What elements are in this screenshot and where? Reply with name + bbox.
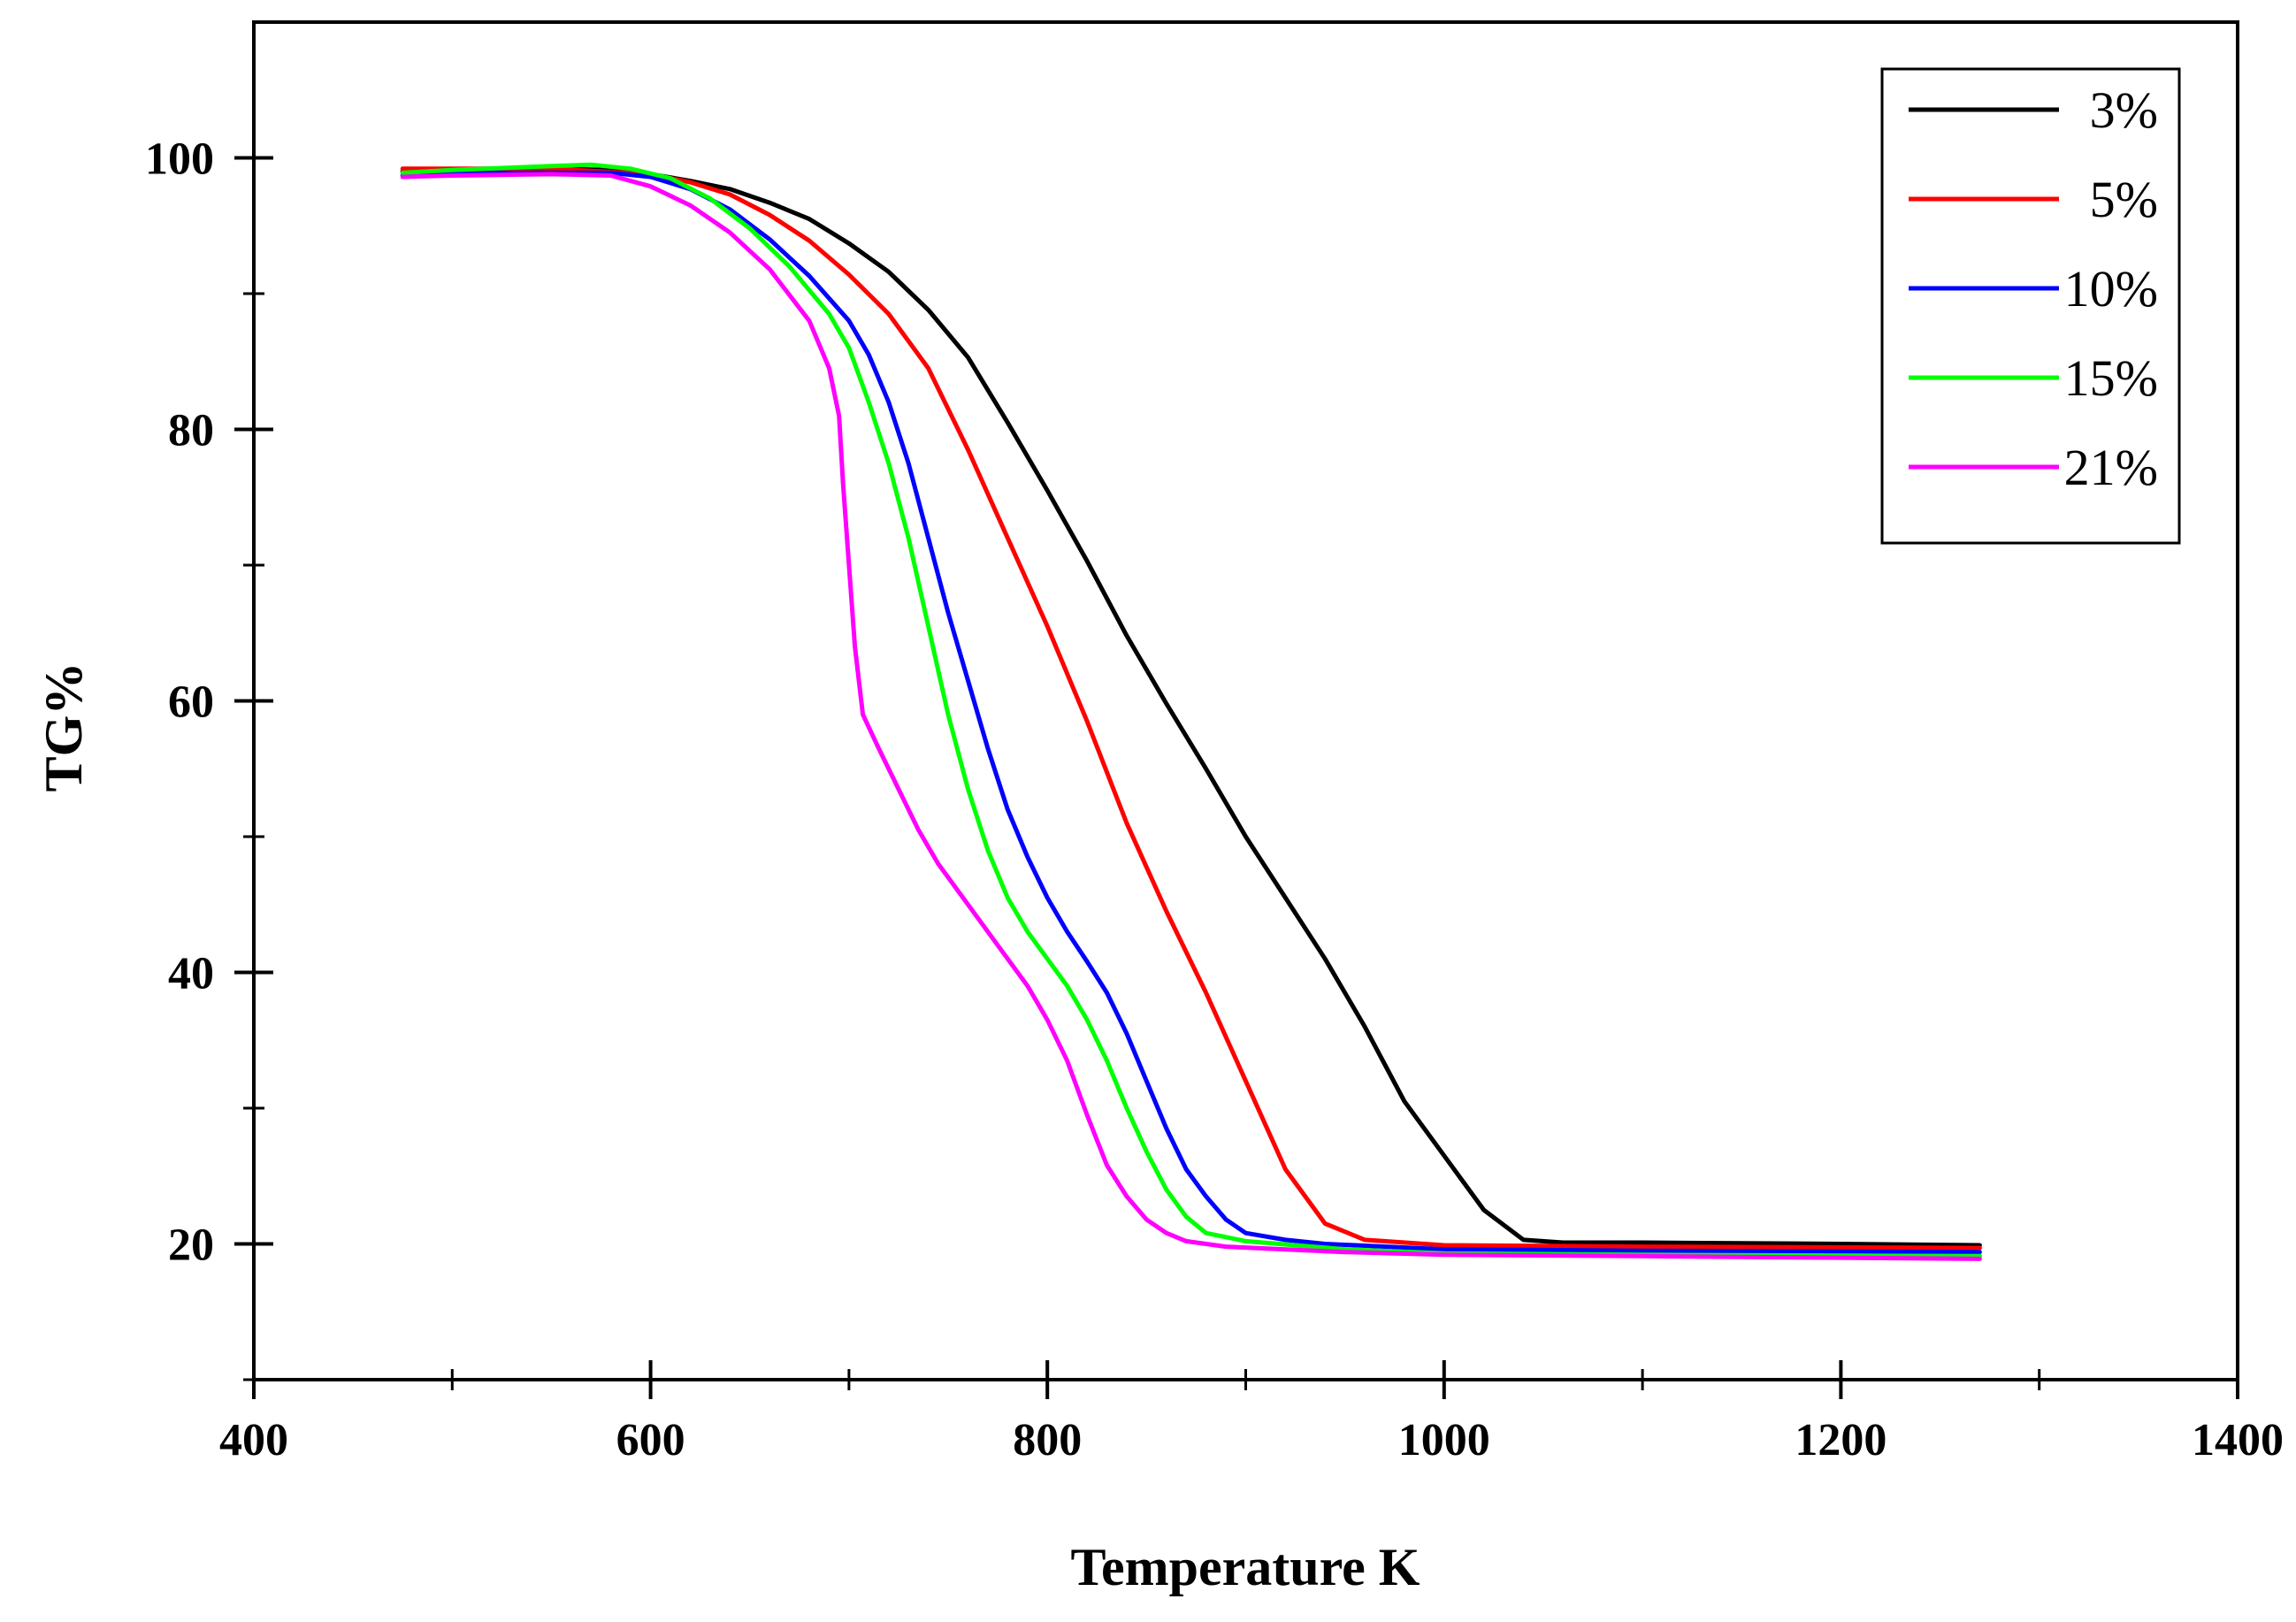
legend-box (1880, 67, 2181, 545)
x-tick-label: 400 (219, 1415, 288, 1465)
x-tick-label: 1000 (1398, 1415, 1490, 1465)
x-axis-title: Temperature K (1071, 1538, 1420, 1596)
legend-label: 5% (2090, 171, 2158, 228)
y-tick-label: 100 (145, 134, 214, 185)
x-tick-label: 1400 (2192, 1415, 2284, 1465)
legend-label: 10% (2064, 260, 2158, 318)
y-tick-label: 20 (168, 1220, 214, 1271)
legend: 3% 5% 10% 15% 21% (1880, 67, 2181, 545)
series-line-15pct (400, 162, 1982, 1259)
series-line-5pct (400, 166, 1982, 1251)
y-tick-label: 60 (168, 677, 214, 728)
x-tick-label: 1200 (1795, 1415, 1887, 1465)
legend-label: 21% (2064, 439, 2158, 496)
legend-label: 15% (2064, 349, 2158, 407)
series-line-21pct (400, 172, 1982, 1261)
ticks-group: 400 600 800 1000 1200 1400 20 40 60 80 100 (145, 134, 2284, 1466)
y-axis-title: TG% (34, 662, 93, 792)
x-tick-label: 600 (616, 1415, 685, 1465)
legend-label: 3% (2090, 81, 2158, 139)
y-tick-label: 80 (168, 406, 214, 456)
x-tick-label: 800 (1013, 1415, 1082, 1465)
series-group (400, 162, 1982, 1261)
y-tick-label: 40 (168, 949, 214, 999)
